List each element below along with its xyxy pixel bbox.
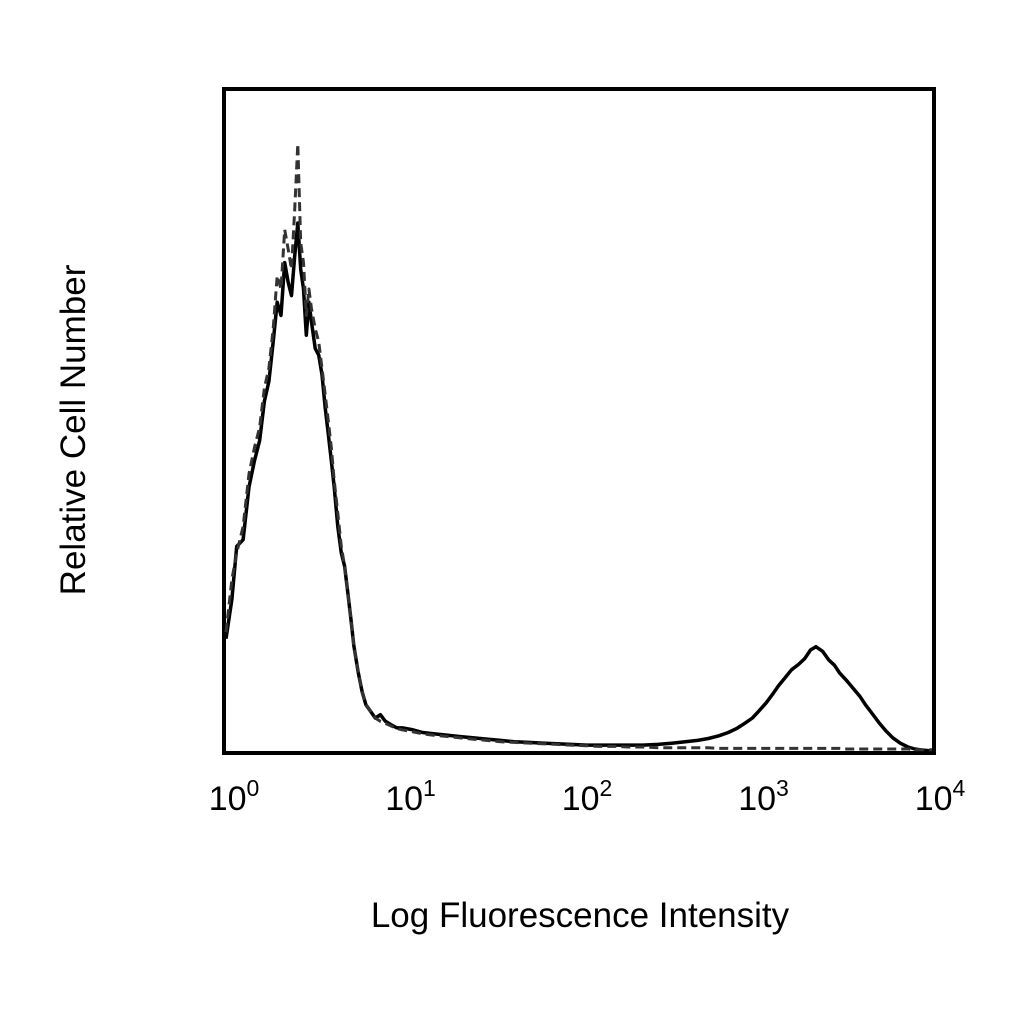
x-tick-label-4: 104 — [915, 775, 966, 818]
x-tick-base-0: 10 — [209, 780, 247, 818]
plot-frame — [222, 87, 936, 755]
histogram-series-2-dashed — [224, 142, 932, 752]
x-tick-exponent-2: 2 — [600, 775, 613, 801]
series-layer — [224, 142, 933, 753]
y-axis-label: Relative Cell Number — [54, 264, 93, 595]
x-tick-base-4: 10 — [915, 780, 953, 818]
x-tick-base-2: 10 — [562, 780, 600, 818]
x-tick-label-0: 100 — [209, 775, 260, 818]
x-tick-base-1: 10 — [385, 780, 423, 818]
x-tick-labels: 100 101 102 103 104 — [209, 775, 966, 818]
x-tick-exponent-4: 4 — [953, 775, 966, 801]
x-axis-label: Log Fluorescence Intensity — [371, 896, 790, 935]
x-tick-exponent-1: 1 — [423, 775, 436, 801]
x-tick-label-3: 103 — [738, 775, 789, 818]
histogram-series-1-solid — [224, 221, 933, 753]
x-tick-label-2: 102 — [562, 775, 613, 818]
x-tick-label-1: 101 — [385, 775, 436, 818]
x-tick-exponent-0: 0 — [247, 775, 260, 801]
x-tick-exponent-3: 3 — [776, 775, 789, 801]
x-tick-base-3: 10 — [738, 780, 776, 818]
